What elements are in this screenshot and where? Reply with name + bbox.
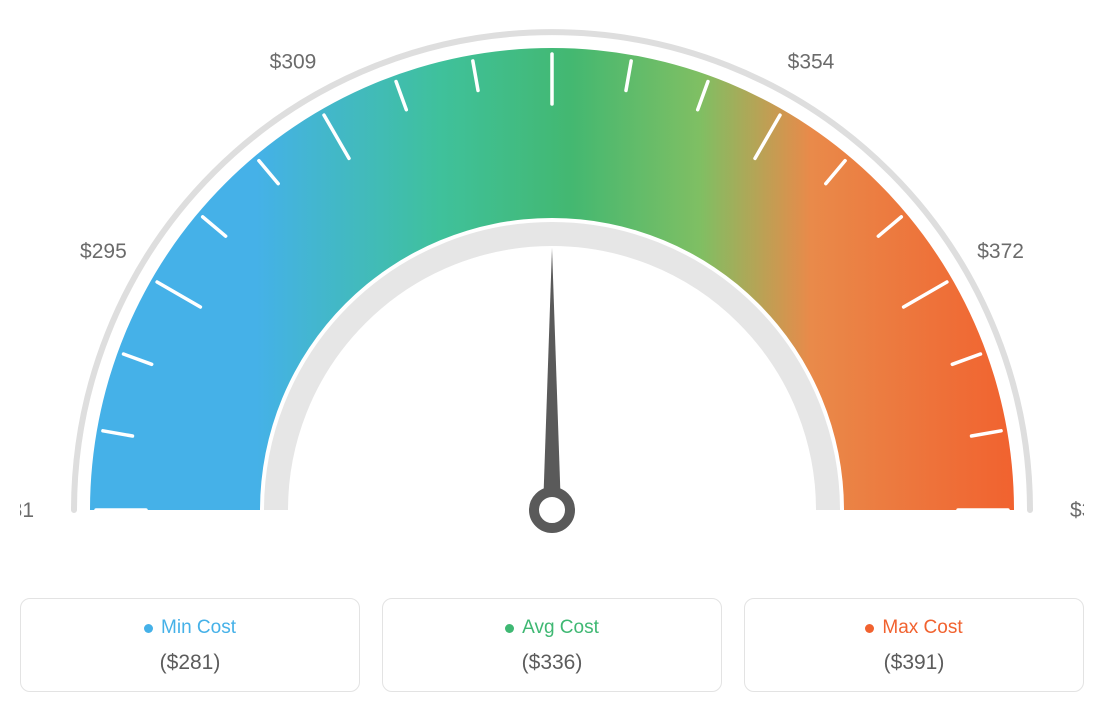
- legend-card-max: Max Cost ($391): [744, 598, 1084, 692]
- svg-text:$281: $281: [20, 499, 34, 522]
- svg-text:$295: $295: [80, 240, 127, 263]
- svg-text:$354: $354: [788, 50, 835, 73]
- cost-gauge-chart: $281$295$309$336$354$372$391 Min Cost ($…: [20, 20, 1084, 692]
- legend-title-min: Min Cost: [144, 617, 236, 639]
- gauge-svg-container: $281$295$309$336$354$372$391: [20, 20, 1084, 570]
- svg-text:$391: $391: [1070, 499, 1084, 522]
- legend-label-avg: Avg Cost: [522, 617, 599, 639]
- legend-value-max: ($391): [755, 651, 1073, 675]
- svg-text:$372: $372: [977, 240, 1024, 263]
- legend-dot-min: [144, 624, 153, 633]
- legend-card-min: Min Cost ($281): [20, 598, 360, 692]
- legend-value-min: ($281): [31, 651, 349, 675]
- legend-row: Min Cost ($281) Avg Cost ($336) Max Cost…: [20, 598, 1084, 692]
- legend-dot-avg: [505, 624, 514, 633]
- legend-label-min: Min Cost: [161, 617, 236, 639]
- legend-value-avg: ($336): [393, 651, 711, 675]
- legend-card-avg: Avg Cost ($336): [382, 598, 722, 692]
- gauge-dial: $281$295$309$336$354$372$391: [20, 20, 1084, 570]
- legend-label-max: Max Cost: [882, 617, 962, 639]
- legend-dot-max: [865, 624, 874, 633]
- legend-title-max: Max Cost: [865, 617, 962, 639]
- legend-title-avg: Avg Cost: [505, 617, 599, 639]
- svg-text:$309: $309: [270, 50, 317, 73]
